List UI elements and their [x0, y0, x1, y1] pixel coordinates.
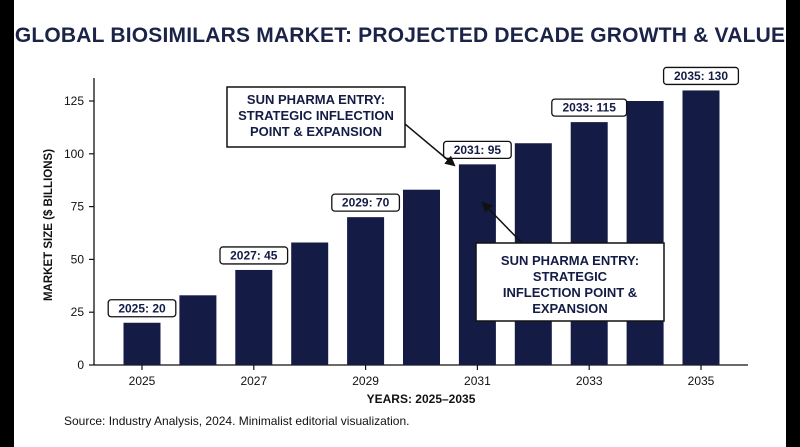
annotation-arrow	[481, 201, 523, 244]
annotation-text: EXPANSION	[532, 301, 608, 316]
x-tick-label: 2025	[129, 374, 156, 388]
data-label: 2029: 70	[342, 196, 390, 210]
y-tick-label: 75	[71, 200, 85, 214]
bars	[123, 90, 720, 366]
data-label-box	[107, 299, 177, 318]
annotation-arrow	[404, 123, 456, 167]
y-tick-label: 25	[71, 305, 85, 319]
data-label: 2033: 115	[563, 101, 617, 115]
annotation-text: STRATEGIC	[533, 269, 608, 284]
y-axis-title: MARKET SIZE ($ BILLIONS)	[43, 149, 55, 301]
y-tick-label: 0	[77, 358, 84, 372]
annotation-text: SUN PHARMA ENTRY:	[247, 92, 385, 107]
y-tick-label: 50	[71, 252, 85, 266]
data-label-box	[331, 193, 401, 212]
data-labels: 2025: 20 2027: 45 2029: 70 2031: 95 2033: 11…	[107, 66, 740, 318]
annotations: SUN PHARMA ENTRY:STRATEGIC INFLECTIONPOI…	[226, 86, 665, 322]
data-label-box	[219, 246, 289, 265]
bar-2030	[403, 189, 440, 365]
bar-2035	[682, 90, 720, 365]
annotation-text: SUN PHARMA ENTRY:	[501, 253, 639, 268]
x-tick-label: 2033	[576, 374, 603, 388]
data-label: 2027: 45	[230, 248, 278, 262]
bar-2028	[291, 242, 329, 365]
axes: 0 25 50 75 100 125 2025 2027 2029 2031 2033 2035 MAR…	[43, 78, 748, 406]
source-note: Source: Industry Analysis, 2024. Minimal…	[64, 414, 410, 428]
y-tick-label: 100	[64, 147, 84, 161]
bar-2026	[179, 295, 217, 365]
bar-2027	[235, 269, 273, 365]
x-tick-label: 2035	[688, 374, 715, 388]
x-tick-label: 2029	[352, 374, 379, 388]
y-tick-label: 125	[64, 94, 84, 108]
annotation-box	[475, 242, 665, 322]
x-tick-label: 2027	[240, 374, 267, 388]
annotation-text: INFLECTION POINT &	[503, 285, 637, 300]
data-label: 2035: 130	[674, 69, 728, 83]
annotation-box	[226, 86, 406, 148]
bar-chart: 0 25 50 75 100 125 2025 2027 2029 2031 2033 2035 MAR…	[43, 66, 748, 406]
data-label: 2031: 95	[454, 143, 502, 157]
data-label: 2025: 20	[118, 301, 166, 315]
chart-title: GLOBAL BIOSIMILARS MARKET: PROJECTED DEC…	[14, 24, 786, 47]
x-tick-label: 2031	[464, 374, 491, 388]
data-label-box	[662, 66, 740, 86]
annotation-text: POINT & EXPANSION	[250, 124, 382, 139]
annotation-text: STRATEGIC INFLECTION	[238, 108, 394, 123]
x-axis-title: YEARS: 2025–2035	[367, 392, 476, 406]
data-label-box	[551, 98, 628, 117]
bar-2034	[626, 101, 664, 365]
chart-panel: GLOBAL BIOSIMILARS MARKET: PROJECTED DEC…	[14, 0, 786, 447]
bar-2025	[123, 322, 161, 365]
bar-2029	[347, 217, 385, 365]
data-label-box	[442, 140, 512, 160]
